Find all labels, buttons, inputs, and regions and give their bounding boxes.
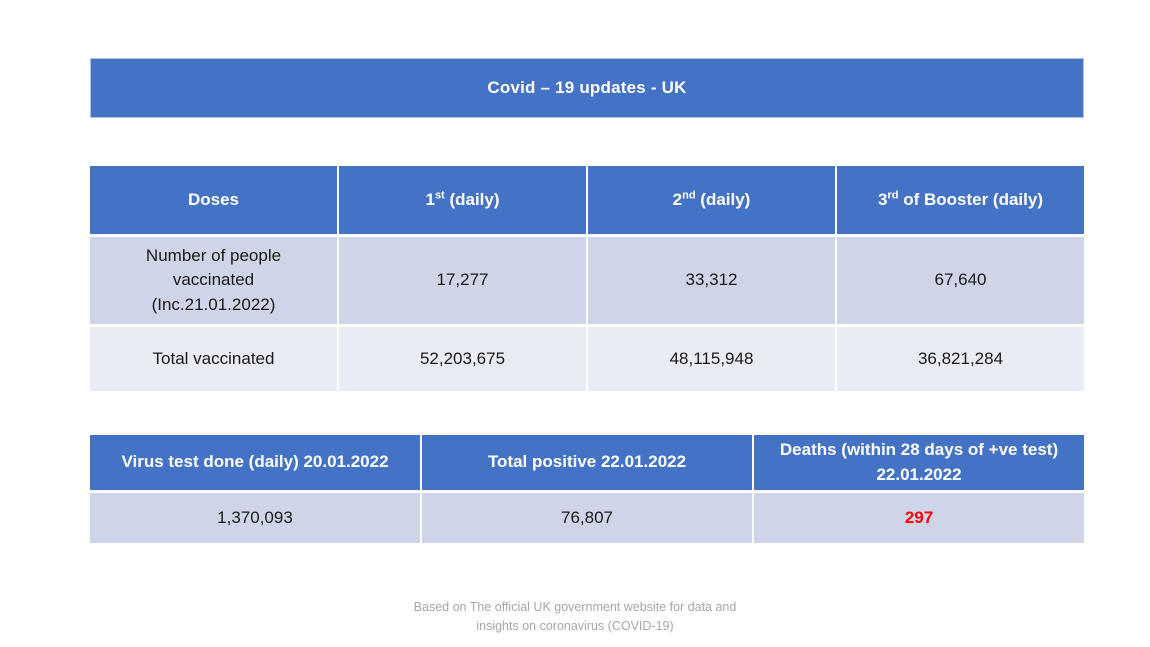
virus-tests-value: 1,370,093 bbox=[90, 493, 420, 543]
total-second-dose-value: 48,115,948 bbox=[588, 327, 835, 391]
first-dose-column-header: 1st (daily) bbox=[339, 166, 586, 234]
tests-positive-deaths-table: Virus test done (daily) 20.01.2022 Total… bbox=[90, 435, 1084, 543]
total-booster-dose-value: 36,821,284 bbox=[837, 327, 1084, 391]
slide-title: Covid – 19 updates - UK bbox=[487, 78, 687, 97]
total-positive-value: 76,807 bbox=[422, 493, 752, 543]
daily-second-dose-value: 33,312 bbox=[588, 237, 835, 324]
vaccination-table: Doses 1st (daily) 2nd (daily) 3rd of Boo… bbox=[90, 166, 1084, 391]
source-footer-note: Based on The official UK government webs… bbox=[413, 600, 737, 634]
second-dose-column-header: 2nd (daily) bbox=[588, 166, 835, 234]
booster-dose-column-header: 3rd of Booster (daily) bbox=[837, 166, 1084, 234]
total-first-dose-value: 52,203,675 bbox=[339, 327, 586, 391]
total-vaccinated-row-label: Total vaccinated bbox=[90, 327, 337, 391]
doses-header-label: Doses bbox=[187, 189, 240, 209]
daily-first-dose-value: 17,277 bbox=[339, 237, 586, 324]
deaths-column-header: Deaths (within 28 days of +ve test) 22.0… bbox=[754, 435, 1084, 490]
first-dose-header-label: 1st (daily) bbox=[425, 189, 500, 209]
deaths-value: 297 bbox=[754, 493, 1084, 543]
booster-header-label: 3rd of Booster (daily) bbox=[878, 189, 1043, 209]
ordinal-superscript: st bbox=[434, 189, 445, 202]
daily-vaccinated-row-label: Number of people vaccinated (Inc.21.01.2… bbox=[90, 237, 337, 324]
ordinal-superscript: nd bbox=[682, 189, 696, 202]
virus-tests-column-header: Virus test done (daily) 20.01.2022 bbox=[90, 435, 420, 490]
total-positive-column-header: Total positive 22.01.2022 bbox=[422, 435, 752, 490]
second-dose-header-label: 2nd (daily) bbox=[672, 189, 751, 209]
daily-booster-dose-value: 67,640 bbox=[837, 237, 1084, 324]
doses-column-header: Doses bbox=[90, 166, 337, 234]
title-banner: Covid – 19 updates - UK bbox=[90, 58, 1084, 118]
ordinal-superscript: rd bbox=[887, 189, 899, 202]
